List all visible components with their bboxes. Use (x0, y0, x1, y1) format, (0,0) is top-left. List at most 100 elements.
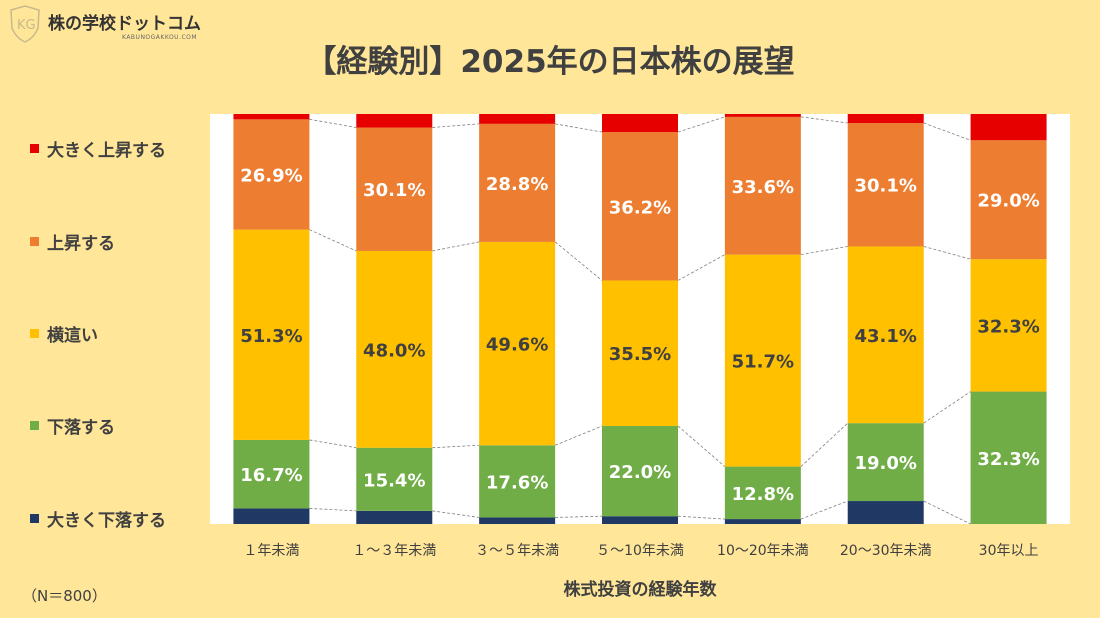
bar-segment (724, 519, 801, 524)
series-connector-line (432, 444, 480, 449)
series-connector-line (554, 241, 603, 281)
series-connector-line (800, 500, 848, 520)
legend-label: 横這い (47, 326, 98, 346)
logo-subtext: KABUNOGAKKOU.COM (122, 34, 198, 41)
series-connector-line (555, 123, 603, 133)
bar-segment (970, 140, 1047, 260)
bar-segment (356, 127, 433, 251)
x-tick-label: 20～30年未満 (840, 543, 932, 559)
legend-swatch (30, 237, 39, 246)
x-tick-label: ５～10年未満 (596, 543, 684, 559)
data-label: 15.4% (363, 470, 425, 491)
bar-segment (724, 466, 801, 520)
legend-swatch (30, 329, 39, 338)
bar-segment (356, 114, 433, 128)
bar-segment (847, 501, 924, 524)
shield-logo-icon: KG (10, 5, 40, 43)
chart-title: 【経験別】2025年の日本株の展望 (305, 44, 795, 80)
legend-label: 上昇する (47, 234, 115, 254)
bar-segment (479, 445, 556, 518)
bar-segment (970, 391, 1047, 524)
bar-segment (602, 426, 678, 517)
bar-segment (233, 439, 310, 509)
series-connector-line (555, 515, 603, 518)
bar-segment (233, 229, 310, 440)
logo: KG 株の学校ドットコム (8, 4, 201, 44)
data-label: 32.3% (977, 449, 1039, 470)
series-connector-line (677, 425, 726, 467)
bar-segment (356, 250, 433, 448)
x-tick-label: 10～20年未満 (717, 543, 809, 559)
bar-segment (479, 241, 556, 446)
legend-label: 下落する (47, 418, 115, 438)
legend-item: 下落する (30, 413, 115, 438)
series-connector-line (923, 246, 971, 260)
bar-segment (602, 280, 678, 427)
data-label: 51.7% (732, 352, 794, 373)
series-connector-line (432, 123, 480, 128)
bar-segment (724, 254, 801, 467)
series-connector-line (554, 425, 603, 446)
series-connector-line (800, 422, 848, 467)
data-label: 28.8% (486, 174, 548, 195)
bar-segment (970, 259, 1047, 392)
bar-segment (602, 114, 678, 133)
data-label: 33.6% (732, 177, 794, 198)
legend-item: 上昇する (30, 229, 115, 254)
data-label: 43.1% (854, 326, 916, 347)
series-connector-line (432, 510, 480, 518)
data-label: 36.2% (609, 197, 671, 218)
data-label: 51.3% (240, 326, 302, 347)
data-label: 16.7% (240, 465, 302, 486)
bar-segment (479, 517, 556, 524)
legend-swatch (30, 421, 39, 430)
bar-segment (847, 246, 924, 424)
bar-segment (356, 447, 433, 511)
series-connector-line (677, 116, 725, 133)
series-connector-line (309, 439, 357, 449)
series-connector-line (800, 116, 848, 124)
bar-segment (233, 119, 310, 230)
data-label: 22.0% (609, 462, 671, 483)
bar-segment (479, 123, 556, 242)
data-label: 29.0% (977, 191, 1039, 212)
bar-segment (602, 132, 678, 281)
series-connector-line (800, 246, 848, 256)
data-label: 19.0% (854, 453, 916, 474)
series-connector-line (432, 241, 480, 252)
bar-segment (847, 123, 924, 247)
svg-text:KG: KG (17, 18, 36, 33)
bar-segment (847, 423, 924, 502)
data-label: 26.9% (240, 165, 302, 186)
legend-item: 大きく下落する (30, 506, 166, 531)
x-tick-label: １～３年未満 (352, 543, 436, 559)
series-connector-line (923, 391, 971, 424)
series-connector-line (923, 500, 971, 525)
series-connector-line (309, 508, 357, 512)
bar-segment (602, 516, 678, 524)
bar-segment (356, 510, 433, 524)
legend-item: 横這い (30, 321, 98, 346)
logo-text: 株の学校ドットコム (48, 14, 201, 34)
data-label: 48.0% (363, 340, 425, 361)
bar-segment (970, 114, 1047, 141)
x-tick-label: ３～５年未満 (475, 543, 559, 559)
bar-segment (724, 114, 801, 117)
x-axis-label: 株式投資の経験年数 (564, 579, 718, 600)
legend-swatch (30, 514, 39, 523)
series-connector-line (677, 515, 725, 520)
legend-swatch (30, 144, 39, 153)
legend-label: 大きく上昇する (47, 141, 166, 161)
legend-item: 大きく上昇する (30, 136, 166, 161)
series-connector-line (923, 122, 971, 141)
bar-segment (847, 114, 924, 124)
series-connector-line (677, 254, 726, 281)
series-connector-line (309, 229, 357, 252)
data-label: 30.1% (363, 180, 425, 201)
data-label: 49.6% (486, 335, 548, 356)
x-tick-label: 30年以上 (979, 543, 1039, 559)
bar-segment (233, 114, 310, 120)
legend-label: 大きく下落する (47, 511, 166, 531)
data-label: 35.5% (609, 344, 671, 365)
